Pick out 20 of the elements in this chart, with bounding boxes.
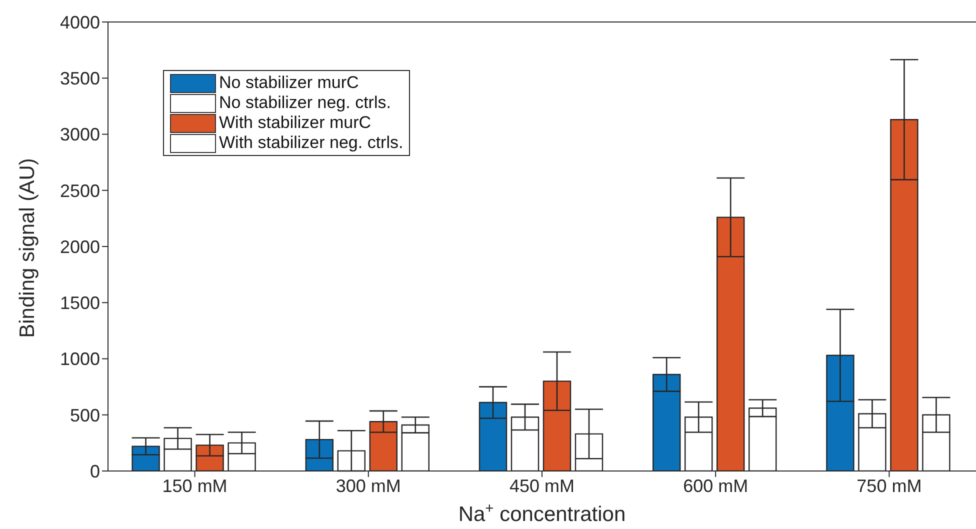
legend-label: With stabilizer neg. ctrls.	[219, 133, 404, 153]
y-tick-label: 2000	[60, 236, 100, 257]
y-tick-label: 3500	[60, 68, 100, 89]
y-tick-label: 1000	[60, 349, 100, 370]
y-tick-label: 2500	[60, 180, 100, 201]
legend-label: With stabilizer murC	[219, 113, 372, 133]
y-tick-label: 4000	[60, 12, 100, 32]
y-tick-label: 500	[70, 405, 100, 426]
y-tick-label: 1500	[60, 293, 100, 314]
x-tick-label: 300 mM	[336, 476, 401, 496]
x-tick-label: 150 mM	[162, 476, 228, 496]
legend-label: No stabilizer murC	[219, 73, 359, 93]
x-tick-label: 600 mM	[683, 476, 748, 496]
x-tick-label: 750 mM	[856, 476, 922, 496]
x-tick-label: 450 mM	[509, 476, 575, 496]
y-tick-label: 3000	[60, 124, 100, 145]
legend-label: No stabilizer neg. ctrls.	[219, 93, 391, 113]
x-axis-title: Na$^{+}$ concentration	[458, 501, 626, 526]
y-tick-label: 0	[90, 461, 100, 482]
y-axis-title: Binding signal (AU)	[16, 158, 39, 338]
